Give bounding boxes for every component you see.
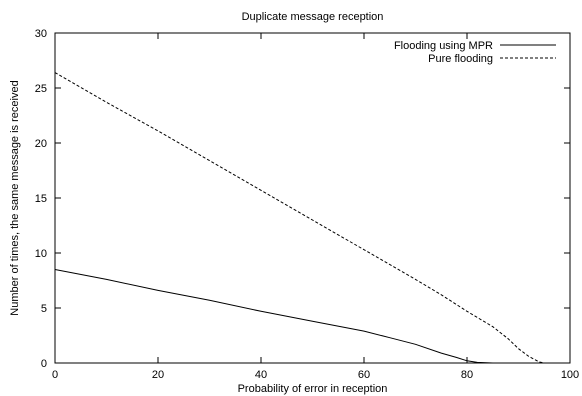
y-tick-label-30: 30 [35, 28, 47, 40]
y-axis-label: Number of times, the same message is rec… [9, 80, 21, 315]
x-tick-label-60: 60 [358, 369, 370, 381]
series-line-1 [54, 72, 545, 364]
x-axis: 0 20 40 60 80 100 [52, 33, 579, 381]
y-tick-label-20: 20 [35, 138, 47, 150]
y-tick-label-25: 25 [35, 83, 47, 95]
y-tick-label-15: 15 [35, 193, 47, 205]
x-tick-label-20: 20 [152, 369, 164, 381]
series-layer [54, 72, 545, 364]
y-tick-label-5: 5 [41, 303, 47, 315]
x-tick-label-80: 80 [461, 369, 473, 381]
chart-title: Duplicate message reception [242, 11, 384, 23]
legend-label-1: Pure flooding [428, 53, 493, 65]
legend-label-0: Flooding using MPR [394, 40, 493, 52]
series-line-0 [54, 269, 545, 364]
x-tick-label-100: 100 [561, 369, 579, 381]
y-axis: 0 5 10 15 20 25 30 [35, 28, 570, 370]
y-tick-label-10: 10 [35, 248, 47, 260]
x-tick-label-0: 0 [52, 369, 58, 381]
plot-frame [54, 32, 571, 364]
y-tick-label-0: 0 [41, 358, 47, 370]
x-axis-label: Probability of error in reception [238, 383, 388, 395]
x-tick-label-40: 40 [255, 369, 267, 381]
